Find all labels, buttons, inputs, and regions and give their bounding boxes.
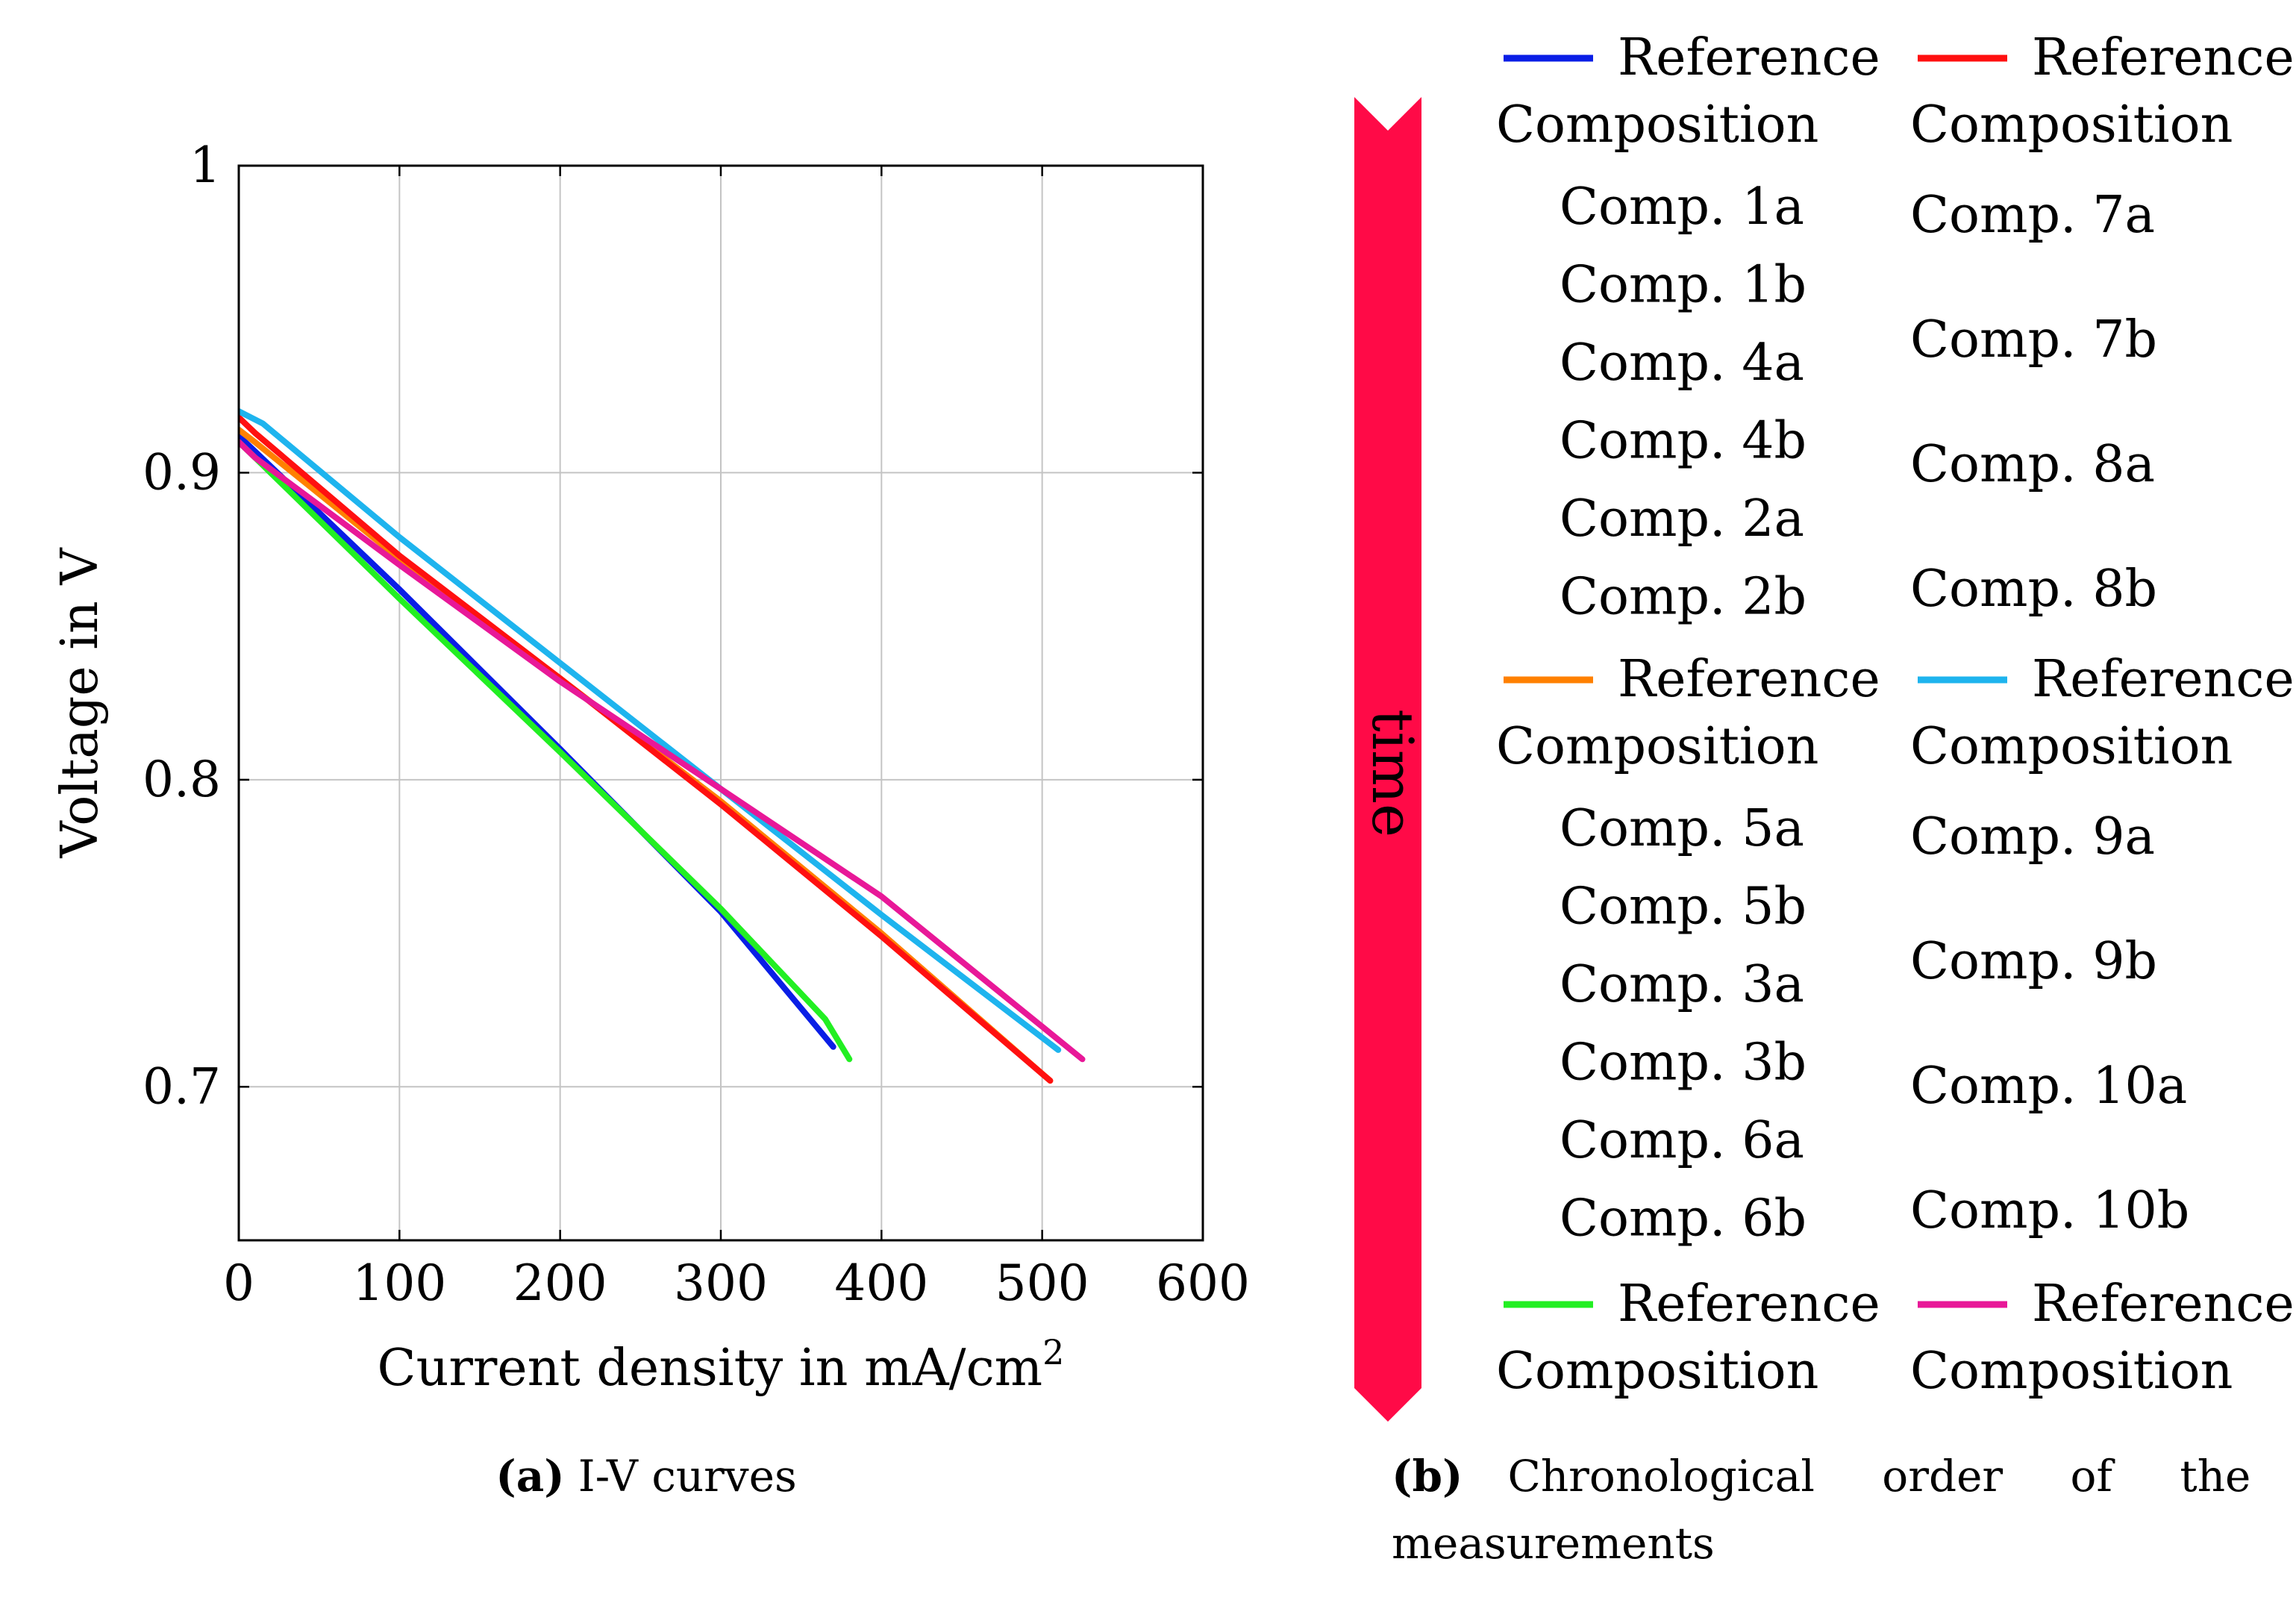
legend-text-composition: Composition	[1496, 96, 1818, 154]
caption-b-line-2: measurements	[1392, 1518, 1715, 1569]
composition-label: Comp. 3a	[1560, 955, 1804, 1014]
legend-entry-ref-right-3: Reference Composition	[1910, 1275, 2295, 1401]
composition-label: Comp. 5b	[1560, 878, 1807, 937]
composition-label: Comp. 7a	[1910, 186, 2155, 245]
legend-entry-ref-left-3: Reference Composition	[1496, 1275, 1880, 1401]
legend-text-composition: Composition	[1496, 717, 1818, 776]
caption-a-label: (a)	[495, 1451, 564, 1501]
legend-text-reference: Reference	[2032, 1275, 2295, 1334]
composition-label: Comp. 2b	[1560, 568, 1807, 627]
x-axis-label-text: Current density in mA/cm	[378, 1339, 1043, 1398]
composition-label: Comp. 5a	[1560, 799, 1804, 858]
x-tick-label: 0	[223, 1254, 254, 1312]
y-tick-label: 1	[190, 137, 221, 194]
caption-b-line-1: (b) Chronological order of the	[1392, 1451, 2250, 1501]
grid-lines	[239, 166, 1203, 1240]
legend-entry-ref-left-1: Reference Composition	[1496, 28, 1880, 154]
x-axis-label: Current density in mA/cm2	[378, 1332, 1065, 1398]
composition-label: Comp. 8a	[1910, 435, 2155, 494]
composition-label: Comp. 9b	[1910, 932, 2157, 991]
legend-text-composition: Composition	[1910, 717, 2233, 776]
legend-text-composition: Composition	[1496, 1342, 1818, 1401]
timeline-label: time	[1360, 709, 1426, 837]
composition-label: Comp. 8b	[1910, 560, 2157, 619]
caption-b-text: Chronological order of the	[1507, 1451, 2250, 1501]
series-line-1	[239, 433, 836, 1050]
legend-right-group-2: Comp. 9a Comp. 9b Comp. 10a Comp. 10b	[1910, 807, 2189, 1240]
legend-text-composition: Composition	[1910, 1342, 2233, 1401]
composition-label: Comp. 1a	[1560, 178, 1804, 237]
x-tick-label: 600	[1156, 1254, 1250, 1312]
composition-label: Comp. 4b	[1560, 412, 1807, 471]
legend-text-reference: Reference	[1618, 28, 1880, 87]
composition-label: Comp. 2a	[1560, 490, 1804, 549]
y-tick-labels: 0.7 0.8 0.9 1	[143, 137, 221, 1115]
series-line-6	[239, 439, 1086, 1063]
legend-text-reference: Reference	[2032, 28, 2295, 87]
y-tick-label: 0.7	[143, 1057, 221, 1115]
timeline-arrow-shape	[1354, 97, 1421, 1422]
composition-label: Comp. 3b	[1560, 1034, 1807, 1093]
y-tick-label: 0.9	[143, 443, 221, 501]
legend-entry-ref-right-2: Reference Composition	[1910, 650, 2295, 776]
x-tick-label: 200	[513, 1254, 607, 1312]
composition-label: Comp. 4a	[1560, 334, 1804, 393]
legend-left-group-1: Comp. 1a Comp. 1b Comp. 4a Comp. 4b Comp. 2a…	[1560, 178, 1807, 627]
caption-a: (a) I-V curves	[495, 1451, 797, 1501]
series-line-5	[239, 408, 1062, 1053]
composition-label: Comp. 1b	[1560, 256, 1807, 315]
legend-right-group-1: Comp. 7a Comp. 7b Comp. 8a Comp. 8b	[1910, 186, 2157, 619]
legend-text-reference: Reference	[1618, 1275, 1880, 1334]
timeline-arrow: time	[1354, 97, 1426, 1422]
composition-label: Comp. 6a	[1560, 1111, 1804, 1170]
caption-b-label: (b)	[1392, 1451, 1463, 1501]
y-axis-label: Voltage in V	[51, 547, 110, 859]
plot-area: 0 100 200 300 400 500 600 0.7 0.8 0.9 1	[143, 137, 1250, 1312]
legend-entry-ref-left-2: Reference Composition	[1496, 650, 1880, 776]
x-tick-label: 500	[995, 1254, 1089, 1312]
caption-a-text: I-V curves	[578, 1451, 797, 1501]
legend-text-reference: Reference	[1618, 650, 1880, 709]
legend-entry-ref-right-1: Reference Composition	[1910, 28, 2295, 154]
x-tick-labels: 0 100 200 300 400 500 600	[223, 1254, 1250, 1312]
composition-label: Comp. 10a	[1910, 1057, 2187, 1116]
composition-label: Comp. 6b	[1560, 1190, 1807, 1249]
x-tick-label: 100	[352, 1254, 446, 1312]
x-tick-label: 400	[834, 1254, 928, 1312]
series-lines	[239, 408, 1086, 1084]
x-axis-label-superscript: 2	[1042, 1332, 1064, 1372]
axis-ticks	[237, 164, 1204, 1240]
composition-label: Comp. 7b	[1910, 310, 2157, 369]
x-tick-label: 300	[674, 1254, 768, 1312]
legend-left-group-2: Comp. 5a Comp. 5b Comp. 3a Comp. 3b Comp. 6a…	[1560, 799, 1807, 1249]
composition-label: Comp. 9a	[1910, 807, 2155, 866]
y-tick-label: 0.8	[143, 751, 221, 808]
legend-text-reference: Reference	[2032, 650, 2295, 709]
legend-text-composition: Composition	[1910, 96, 2233, 154]
composition-label: Comp. 10b	[1910, 1181, 2189, 1240]
